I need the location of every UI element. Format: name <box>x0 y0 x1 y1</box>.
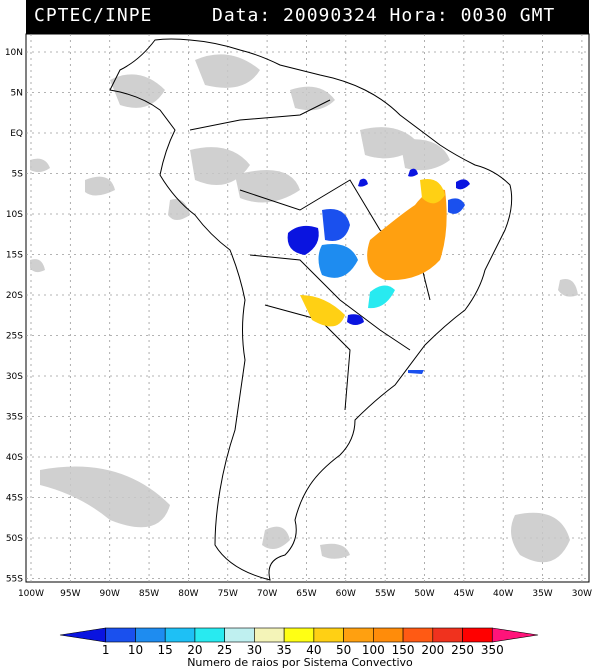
colorbar-tick-label: 30 <box>247 643 262 657</box>
lon-label: 100W <box>18 589 44 599</box>
colorbar-tick-label: 40 <box>306 643 321 657</box>
lat-label: 5S <box>12 170 24 180</box>
lat-label: 30S <box>6 372 23 382</box>
colorbar-tick-label: 200 <box>421 643 444 657</box>
colorbar-cell <box>462 627 493 643</box>
lat-label: 55S <box>6 575 23 585</box>
lon-label: 95W <box>60 589 80 599</box>
colorbar-cell <box>402 627 434 643</box>
lon-label: 60W <box>336 589 356 599</box>
colorbar-tick-label: 1 <box>102 643 110 657</box>
lon-label: 75W <box>218 589 238 599</box>
lon-label: 90W <box>100 589 120 599</box>
lat-label: 40S <box>6 453 23 463</box>
lat-label: 45S <box>6 494 23 504</box>
colorbar-tick-label: 20 <box>187 643 202 657</box>
lat-label: 10S <box>6 210 23 220</box>
colorbar-ticks: 1 10 15 20 25 30 35 40 50 100 150 200 250 350 <box>102 643 504 657</box>
cloud-cover <box>30 54 578 563</box>
datetime-label: Data: 20090324 Hora: 0030 GMT <box>212 5 556 26</box>
longitude-labels: 100W 95W 90W 85W 80W 75W 70W 65W 60W 55W 50W 45W 40W… <box>18 589 592 599</box>
colorbar-cell <box>343 627 374 643</box>
colorbar-cell <box>224 627 255 643</box>
lat-label: 10N <box>5 48 23 58</box>
colorbar-tick-label: 15 <box>158 643 173 657</box>
lon-label: 65W <box>296 589 316 599</box>
lon-label: 30W <box>572 589 592 599</box>
colorbar-tick-label: 35 <box>276 643 291 657</box>
lon-label: 35W <box>532 589 552 599</box>
colorbar-cell <box>59 627 107 643</box>
lon-label: 45W <box>454 589 474 599</box>
colorbar-tick-label: 10 <box>128 643 143 657</box>
colorbar-cell <box>105 627 136 643</box>
colorbar-tick-label: 250 <box>451 643 474 657</box>
colorbar-cells <box>59 627 539 643</box>
lon-label: 50W <box>414 589 434 599</box>
lat-label: EQ <box>10 129 23 139</box>
lat-label: 15S <box>6 251 23 261</box>
colorbar: 1 10 15 20 25 30 35 40 50 100 150 200 250 350 Numero … <box>59 627 539 669</box>
source-label: CPTEC/INPE <box>34 5 153 26</box>
colorbar-tick-label: 350 <box>481 643 504 657</box>
map-header: CPTEC/INPE Data: 20090324 Hora: 0030 GMT <box>26 0 589 34</box>
colorbar-tick-label: 100 <box>362 643 385 657</box>
colorbar-tick-label: 50 <box>336 643 351 657</box>
colorbar-cell <box>283 627 315 643</box>
lon-label: 70W <box>257 589 277 599</box>
lat-label: 20S <box>6 291 23 301</box>
colorbar-title: Numero de raios por Sistema Convectivo <box>187 656 413 669</box>
colorbar-cell <box>254 627 285 643</box>
colorbar-cell <box>432 627 463 643</box>
lat-label: 50S <box>6 534 23 544</box>
lat-label: 25S <box>6 332 23 342</box>
colorbar-cell <box>164 627 196 643</box>
colorbar-cell <box>135 627 166 643</box>
lon-label: 85W <box>139 589 159 599</box>
latitude-labels: 10N 5N EQ 5S 10S 15S 20S 25S 30S 35S 40S 45S 50S 55S <box>5 48 23 585</box>
lat-label: 5N <box>11 89 23 99</box>
colorbar-tick-label: 150 <box>392 643 415 657</box>
lon-label: 55W <box>375 589 395 599</box>
lon-label: 80W <box>178 589 198 599</box>
map-border <box>25 33 590 583</box>
lon-label: 40W <box>493 589 513 599</box>
colorbar-cell <box>373 627 404 643</box>
colorbar-cell <box>491 627 539 643</box>
convective-systems <box>287 168 470 374</box>
lat-label: 35S <box>6 413 23 423</box>
colorbar-tick-label: 25 <box>217 643 232 657</box>
colorbar-cell <box>313 627 344 643</box>
colorbar-cell <box>194 627 225 643</box>
